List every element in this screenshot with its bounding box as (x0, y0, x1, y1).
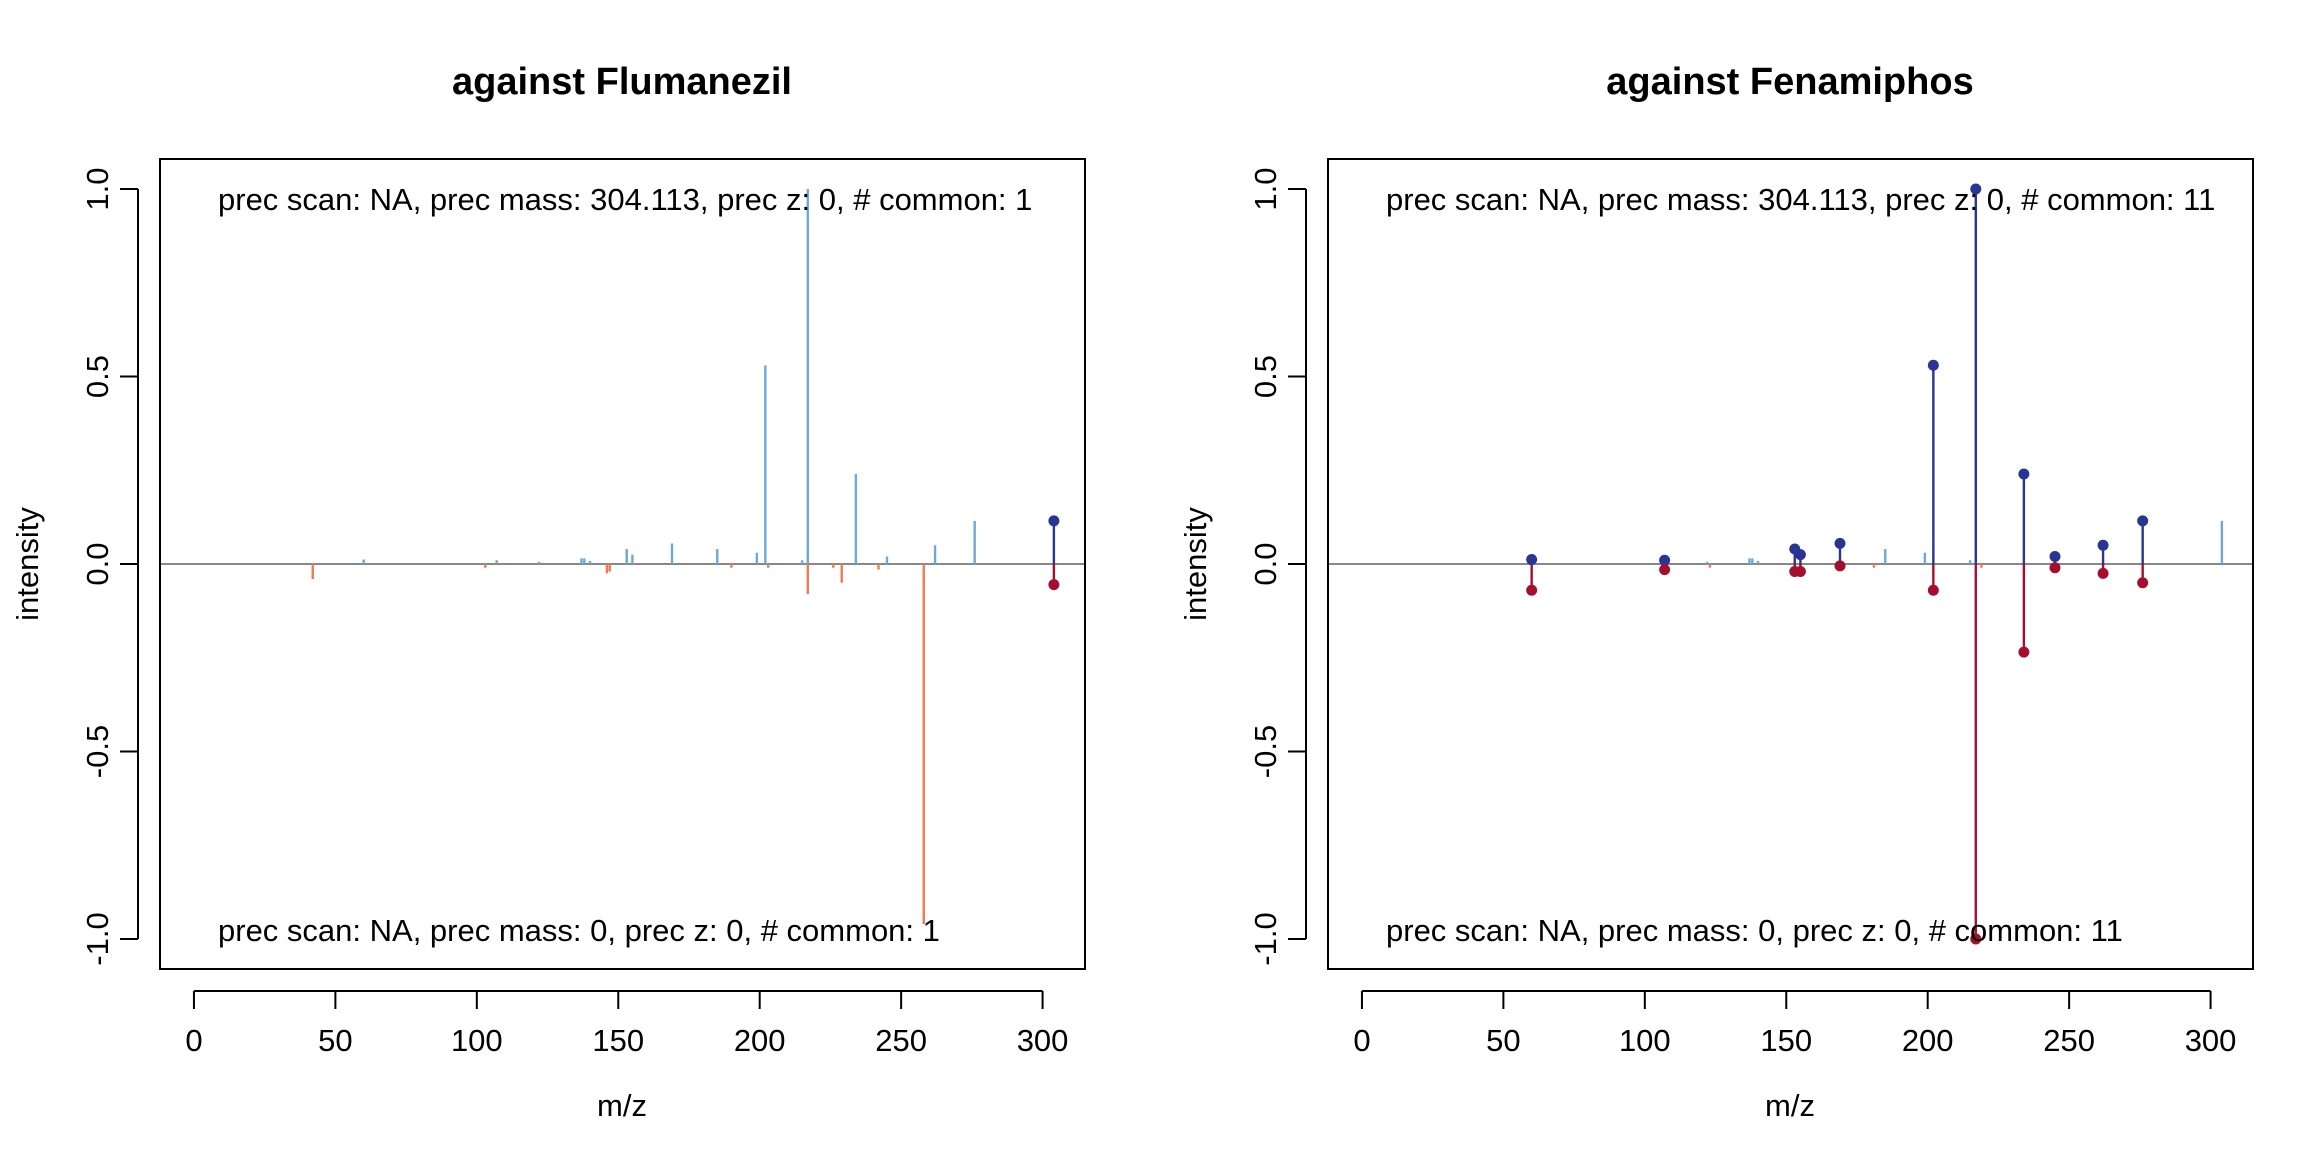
x-axis-label: m/z (597, 1088, 647, 1123)
y-axis-label: intensity (10, 507, 45, 621)
matched-library-point (1834, 560, 1846, 572)
matched-query-point (1659, 554, 1671, 566)
plot-frame (1327, 158, 2254, 970)
y-tick-label: 0.0 (80, 542, 115, 585)
matched-library-point (2097, 567, 2109, 579)
matched-library-point (2049, 562, 2061, 574)
chart-panel-fenamiphos: against Fenamiphos m/z intensity 0 50 100 1… (1178, 61, 2254, 1123)
matched-query-point (1927, 359, 1939, 371)
matched-query-point (1970, 183, 1982, 195)
y-tick-label: 0.5 (1248, 355, 1283, 398)
matched-library-point (1526, 584, 1538, 596)
plot-area: 0 50 100 150 200 250 300 -1.0 -0.5 0.0 0.5 1.0 (80, 158, 1086, 1058)
x-tick-label: 150 (592, 1023, 644, 1058)
matched-query-point (2049, 551, 2061, 562)
y-tick-label: 0.5 (80, 355, 115, 398)
x-tick-label: 0 (185, 1023, 202, 1058)
matched-query-point (2018, 468, 2030, 480)
y-tick-label: -0.5 (1248, 725, 1283, 778)
matched-library-point (1970, 933, 1982, 945)
x-tick-label: 100 (451, 1023, 503, 1058)
x-tick-label: 200 (734, 1023, 786, 1058)
matched-library-point (2137, 577, 2149, 589)
matched-query-point (2097, 539, 2109, 551)
annotation-bottom: prec scan: NA, prec mass: 0, prec z: 0, … (218, 913, 940, 948)
x-tick-label: 200 (1902, 1023, 1954, 1058)
x-tick-label: 100 (1619, 1023, 1671, 1058)
y-tick-label: -1.0 (1248, 912, 1283, 965)
y-axis-label: intensity (1178, 507, 1213, 621)
y-tick-label: 1.0 (1248, 167, 1283, 210)
plot-area: 0 50 100 150 200 250 300 -1.0 -0.5 0.0 0.5 1.0 (1248, 158, 2254, 1058)
x-axis-label: m/z (1765, 1088, 1815, 1123)
matched-query-point (1794, 549, 1806, 561)
x-tick-label: 150 (1760, 1023, 1812, 1058)
y-tick-label: 1.0 (80, 167, 115, 210)
chart-panel-flumanezil: against Flumanezil m/z intensity 0 50 100 1… (10, 61, 1086, 1123)
x-tick-label: 300 (2185, 1023, 2237, 1058)
x-tick-label: 250 (875, 1023, 927, 1058)
plot-frame (159, 158, 1086, 970)
annotation-top: prec scan: NA, prec mass: 304.113, prec … (218, 182, 1032, 217)
annotation-top: prec scan: NA, prec mass: 304.113, prec … (1386, 182, 2215, 217)
matched-query-point (1834, 537, 1846, 549)
y-tick-label: -1.0 (80, 912, 115, 965)
y-tick-label: -0.5 (80, 725, 115, 778)
x-tick-label: 250 (2043, 1023, 2095, 1058)
matched-library-point (1659, 564, 1671, 576)
y-tick-label: 0.0 (1248, 542, 1283, 585)
chart-title: against Fenamiphos (1606, 61, 1973, 103)
annotation-bottom: prec scan: NA, prec mass: 0, prec z: 0, … (1386, 913, 2123, 948)
x-tick-label: 50 (1486, 1023, 1520, 1058)
matched-library-point (1048, 579, 1060, 591)
matched-library-point (1927, 584, 1939, 596)
plot-content (160, 189, 1085, 924)
matched-query-point (2137, 515, 2149, 527)
matched-query-point (1526, 554, 1538, 565)
matched-library-point (1794, 566, 1806, 577)
plot-content (1328, 183, 2253, 945)
x-tick-label: 0 (1353, 1023, 1370, 1058)
matched-library-point (2018, 646, 2030, 658)
chart-title: against Flumanezil (452, 61, 792, 103)
matched-query-point (1048, 515, 1060, 527)
x-tick-label: 300 (1017, 1023, 1069, 1058)
x-tick-label: 50 (318, 1023, 352, 1058)
